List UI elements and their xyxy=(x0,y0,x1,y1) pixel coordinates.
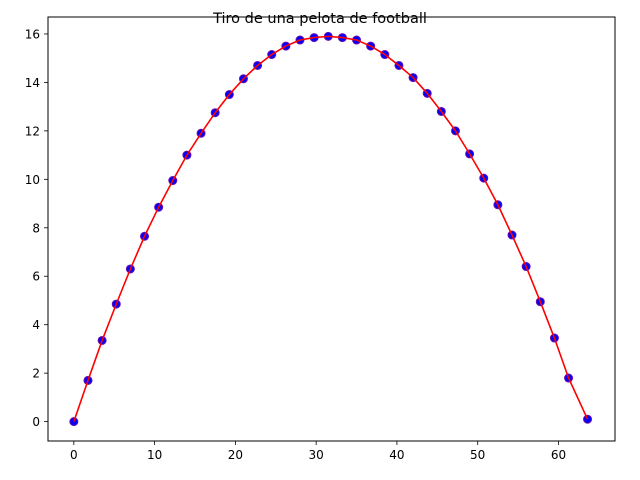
trajectory-line xyxy=(73,35,589,422)
x-tick-label: 40 xyxy=(389,448,404,462)
y-tick-label: 8 xyxy=(32,221,40,235)
y-tick-label: 2 xyxy=(32,367,40,381)
x-tick-label: 10 xyxy=(147,448,162,462)
x-tick-label: 30 xyxy=(309,448,324,462)
y-tick-label: 0 xyxy=(32,415,40,429)
y-tick-label: 14 xyxy=(25,76,40,90)
plot-area xyxy=(69,31,593,427)
x-tick-label: 0 xyxy=(70,448,78,462)
y-axis: 0 2 4 6 8 10 12 14 16 xyxy=(25,27,48,429)
chart-title: Tiro de una pelota de football xyxy=(212,11,427,27)
x-tick-label: 20 xyxy=(228,448,243,462)
y-tick-label: 10 xyxy=(25,173,40,187)
axes-frame xyxy=(47,16,616,442)
y-tick-label: 4 xyxy=(32,318,40,332)
y-tick-label: 12 xyxy=(25,124,40,138)
x-tick-label: 60 xyxy=(551,448,566,462)
x-tick-label: 50 xyxy=(470,448,485,462)
y-tick-label: 6 xyxy=(32,270,40,284)
y-tick-label: 16 xyxy=(25,27,40,41)
x-axis: 0 10 20 30 40 50 60 xyxy=(70,441,566,462)
